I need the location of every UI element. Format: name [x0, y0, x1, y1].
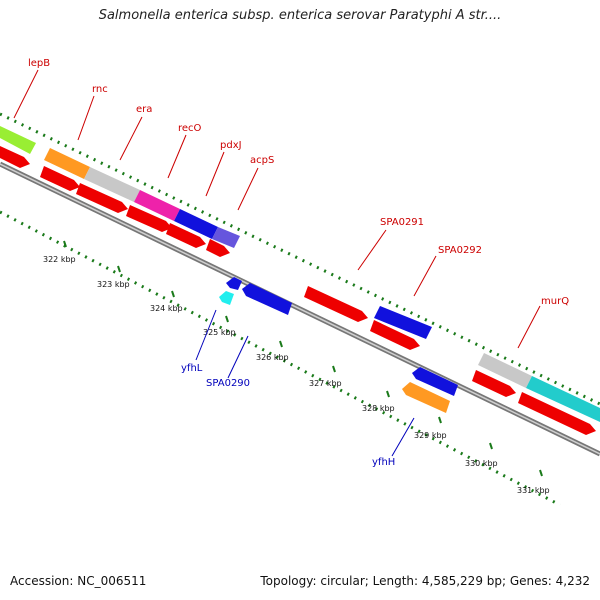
gene-label-acpS[interactable]: acpS	[250, 155, 274, 166]
outer-dotted-track	[0, 112, 600, 406]
gene-red-9[interactable]	[472, 370, 516, 397]
kbp-label: 322 kbp	[43, 255, 76, 264]
reverse-gene-track	[219, 277, 458, 413]
forward-gene-track	[0, 146, 596, 435]
kbp-label: 325 kbp	[203, 328, 236, 337]
gene-label-recO[interactable]: recO	[178, 123, 202, 134]
gene-label-SPA0290[interactable]: SPA0290	[206, 378, 250, 389]
gene-label-yfhH[interactable]: yfhH	[372, 457, 395, 468]
kbp-label: 327 kbp	[309, 379, 342, 388]
map-title: Salmonella enterica subsp. enterica sero…	[98, 8, 502, 23]
gene-label-rnc[interactable]: rnc	[92, 84, 108, 95]
kbp-label: 323 kbp	[97, 280, 130, 289]
topology-text: Topology: circular; Length: 4,585,229 bp…	[260, 574, 590, 588]
kbp-label: 328 kbp	[362, 404, 395, 413]
kbp-label: 331 kbp	[517, 486, 550, 495]
kbp-labels: 322 kbp 323 kbp 324 kbp 325 kbp 326 kbp …	[43, 255, 550, 495]
gene-red-4[interactable]	[126, 205, 172, 232]
gene-label-lepB[interactable]: lepB	[28, 58, 50, 69]
gene-acpS-cog[interactable]	[212, 227, 240, 248]
genome-backbone-highlight	[0, 163, 600, 455]
gene-red-6[interactable]	[206, 239, 230, 257]
gene-label-yfhL[interactable]: yfhL	[181, 363, 203, 374]
top-gene-labels: lepB rnc era recO pdxJ acpS SPA0291 SPA0…	[28, 58, 569, 307]
bottom-label-leaders	[195, 309, 415, 457]
gene-label-murQ[interactable]: murQ	[541, 296, 569, 307]
kbp-ticks	[63, 240, 543, 477]
gene-SPA0291-cog[interactable]	[374, 306, 432, 339]
top-label-leaders	[13, 69, 541, 349]
gene-red-7[interactable]	[304, 286, 368, 322]
gene-red-5[interactable]	[166, 223, 206, 248]
kbp-label: 324 kbp	[150, 304, 183, 313]
gene-murQ-cog[interactable]	[526, 376, 600, 422]
gene-recO-cog[interactable]	[134, 190, 180, 221]
gene-lepB-cog[interactable]	[0, 126, 36, 154]
kbp-label: 326 kbp	[256, 353, 289, 362]
kbp-label: 330 kbp	[465, 459, 498, 468]
gene-label-pdxJ[interactable]: pdxJ	[220, 140, 242, 151]
gene-red-2[interactable]	[40, 166, 80, 191]
gene-label-era[interactable]: era	[136, 104, 152, 115]
gene-SPA0292-cog[interactable]	[478, 353, 532, 388]
gene-pdxJ-cog[interactable]	[174, 209, 218, 239]
gene-yfhL[interactable]	[219, 291, 234, 305]
gene-SPA0290[interactable]	[242, 283, 292, 315]
gene-inner-blue-large[interactable]	[412, 367, 458, 396]
gene-rnc-cog[interactable]	[44, 148, 90, 179]
cog-feature-track	[0, 126, 600, 422]
gene-red-1[interactable]	[0, 146, 30, 168]
gene-inner-blue-small[interactable]	[226, 277, 242, 290]
gene-red-8[interactable]	[370, 320, 420, 350]
gene-red-3[interactable]	[76, 183, 128, 213]
gene-label-SPA0292[interactable]: SPA0292	[438, 245, 482, 256]
gene-era-cog[interactable]	[84, 167, 140, 202]
kbp-label: 329 kbp	[414, 431, 447, 440]
accession-text: Accession: NC_006511	[10, 574, 147, 588]
inner-dotted-track	[0, 210, 561, 507]
gene-red-10[interactable]	[518, 392, 596, 435]
bottom-gene-labels: yfhL SPA0290 yfhH	[181, 363, 395, 468]
gene-yfhH[interactable]	[402, 382, 450, 413]
gene-label-SPA0291[interactable]: SPA0291	[380, 217, 424, 228]
